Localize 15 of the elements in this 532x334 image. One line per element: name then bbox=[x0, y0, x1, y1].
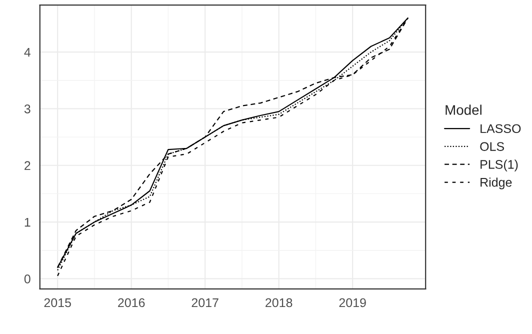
legend-label: LASSO bbox=[480, 124, 521, 134]
x-tick-label: 2018 bbox=[266, 298, 292, 308]
x-tick-label: 2017 bbox=[192, 298, 218, 308]
y-tick-label: 0 bbox=[24, 274, 30, 284]
y-tick-label: 2 bbox=[24, 161, 30, 170]
legend-label: Ridge bbox=[480, 178, 512, 190]
x-tick-label: 2015 bbox=[44, 298, 71, 308]
legend-label: PLS(1) bbox=[480, 160, 518, 172]
y-tick-label: 3 bbox=[24, 104, 30, 114]
x-tick-label: 2016 bbox=[118, 298, 145, 308]
legend-label: OLS bbox=[480, 142, 504, 151]
y-tick-label: 1 bbox=[24, 218, 30, 227]
y-tick-label: 4 bbox=[24, 48, 31, 57]
x-tick-label: 2019 bbox=[339, 298, 366, 308]
legend-title: Model bbox=[446, 104, 482, 115]
